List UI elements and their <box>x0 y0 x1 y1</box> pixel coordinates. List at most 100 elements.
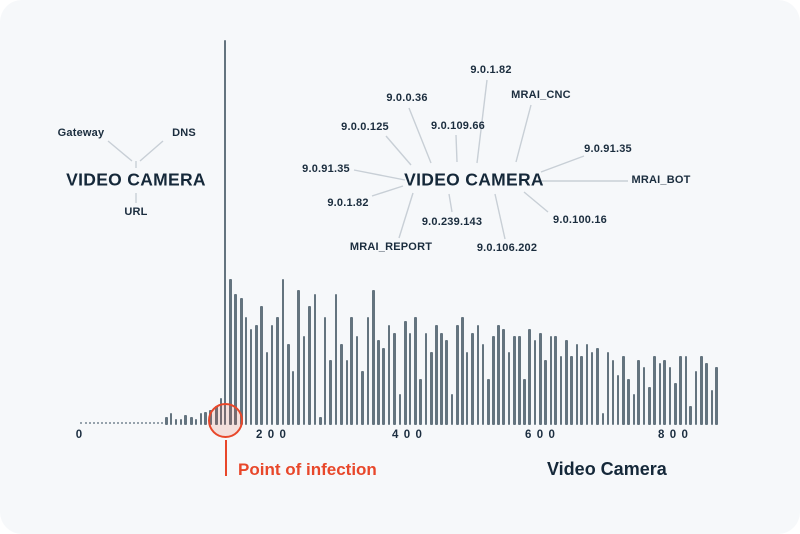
traffic-bar <box>323 317 327 425</box>
node-url: URL <box>124 206 148 218</box>
traffic-bar <box>244 317 248 425</box>
node-ip-9-0-0-36: 9.0.0.36 <box>386 92 428 104</box>
traffic-bar <box>350 317 353 425</box>
node-mrai-cnc: MRAI_CNC <box>511 89 571 101</box>
traffic-bar <box>165 417 168 425</box>
line-gateway <box>107 140 133 162</box>
traffic-bar <box>199 413 203 425</box>
node-ip-9-0-100-16: 9.0.100.16 <box>553 214 607 226</box>
dotted-baseline <box>80 422 163 424</box>
line-ip-9-0-91-35-right <box>540 155 585 173</box>
traffic-bar <box>297 290 300 425</box>
node-ip-9-0-1-82-left: 9.0.1.82 <box>327 197 369 209</box>
traffic-bar <box>699 355 703 425</box>
traffic-bar <box>439 332 443 425</box>
traffic-bar <box>419 378 422 425</box>
line-ip-9-0-0-36 <box>408 107 432 164</box>
traffic-bar <box>513 336 516 425</box>
traffic-bar <box>705 363 708 425</box>
traffic-bar <box>414 317 417 425</box>
line-ip-9-0-100-16 <box>523 191 549 213</box>
x-tick-600: 6 0 0 <box>524 429 558 441</box>
traffic-bar <box>450 394 454 425</box>
node-dns: DNS <box>172 127 196 139</box>
traffic-bar <box>334 294 338 425</box>
x-tick-200: 2 0 0 <box>255 429 289 441</box>
traffic-bar <box>601 413 605 425</box>
traffic-bar <box>194 419 198 425</box>
traffic-bar <box>398 394 402 425</box>
traffic-bar <box>663 359 666 425</box>
infected-device-title: VIDEO CAMERA <box>404 169 544 190</box>
node-ip-9-0-106-202: 9.0.106.202 <box>476 242 538 254</box>
node-mrai-bot: MRAI_BOT <box>631 174 691 186</box>
traffic-bar <box>265 351 269 425</box>
traffic-bar <box>533 340 537 425</box>
traffic-bar <box>249 328 253 425</box>
traffic-bar <box>544 359 547 425</box>
traffic-bar <box>622 355 625 425</box>
traffic-bar <box>377 340 381 425</box>
infection-circle <box>208 403 243 438</box>
traffic-bar <box>387 324 391 425</box>
traffic-bar <box>229 278 232 425</box>
traffic-bar <box>255 324 258 425</box>
traffic-bar <box>270 324 274 425</box>
traffic-bar <box>291 371 295 425</box>
traffic-bar <box>465 351 469 425</box>
traffic-bar <box>461 317 464 425</box>
traffic-bar <box>340 344 343 425</box>
x-tick-800: 8 0 0 <box>657 429 691 441</box>
node-ip-9-0-1-82-top: 9.0.1.82 <box>470 64 512 76</box>
traffic-bar <box>648 386 651 425</box>
traffic-bar <box>564 340 568 425</box>
traffic-bar <box>570 355 573 425</box>
traffic-bar <box>507 351 511 425</box>
traffic-bar <box>435 324 438 425</box>
line-dns <box>139 140 164 162</box>
traffic-bar <box>679 355 682 425</box>
traffic-bar <box>329 359 332 425</box>
traffic-bar <box>382 348 385 425</box>
traffic-bar <box>429 351 433 425</box>
node-ip-9-0-0-125: 9.0.0.125 <box>341 121 389 133</box>
traffic-bar <box>372 290 375 425</box>
infection-pointer-line <box>224 440 227 476</box>
node-gateway: Gateway <box>57 127 105 139</box>
line-ip-9-0-109-66 <box>455 134 458 163</box>
line-mrai-report <box>398 192 414 239</box>
bar-plot <box>0 40 800 425</box>
traffic-bar <box>239 297 243 425</box>
traffic-bar <box>184 415 187 425</box>
traffic-bar <box>281 278 285 425</box>
infection-spike-bar <box>223 40 227 425</box>
node-ip-9-0-91-35-right: 9.0.91.35 <box>584 143 632 155</box>
traffic-bar <box>518 336 521 425</box>
traffic-bar <box>523 378 526 425</box>
traffic-bar <box>632 394 636 425</box>
line-ip-9-0-1-82-top <box>476 79 488 164</box>
traffic-bar <box>689 405 692 425</box>
line-mrai-cnc <box>515 104 532 163</box>
traffic-bar <box>554 336 557 425</box>
traffic-bar <box>260 305 263 425</box>
traffic-bar <box>302 336 306 425</box>
node-mrai-report: MRAI_REPORT <box>349 241 433 253</box>
infection-label: Point of infection <box>238 460 377 479</box>
traffic-bar <box>590 351 594 425</box>
traffic-bar <box>710 390 714 425</box>
traffic-bar <box>497 324 500 425</box>
traffic-bar <box>393 332 396 425</box>
traffic-bar <box>653 355 656 425</box>
clean-device-title: VIDEO CAMERA <box>66 169 206 190</box>
traffic-bar <box>668 367 672 425</box>
traffic-bar <box>403 321 407 425</box>
traffic-bar <box>179 419 183 425</box>
traffic-bar <box>190 417 193 425</box>
traffic-bar <box>318 417 322 425</box>
traffic-bar <box>355 336 359 425</box>
traffic-bar <box>481 344 485 425</box>
traffic-bar <box>204 411 208 425</box>
line-ip-9-0-91-35-left <box>353 169 406 181</box>
